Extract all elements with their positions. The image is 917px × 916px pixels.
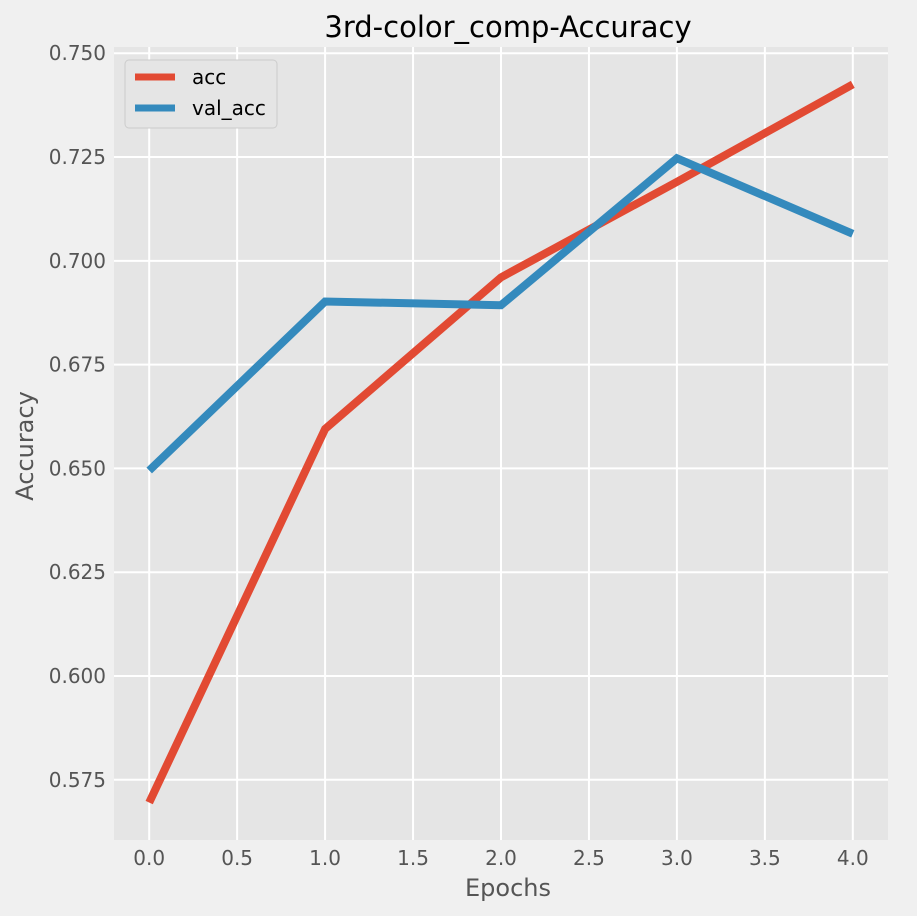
data-point-acc (149, 802, 150, 803)
tick-labels: 0.0 0.5 1.0 1.5 2.0 2.5 3.0 3.5 4.0 0.575 0.600 0.6… (49, 41, 869, 870)
grid-lines (114, 47, 888, 840)
x-tick-label: 2.5 (573, 846, 605, 870)
y-tick-label: 0.700 (49, 249, 106, 273)
y-tick-label: 0.725 (49, 145, 106, 169)
data-point-val-acc (501, 305, 502, 306)
legend-label-acc: acc (192, 65, 226, 89)
data-point-acc (325, 428, 326, 429)
y-tick-label: 0.575 (49, 768, 106, 792)
x-tick-label: 3.0 (661, 846, 693, 870)
x-tick-label: 3.5 (749, 846, 781, 870)
legend: acc val_acc (124, 59, 278, 129)
legend-label-val-acc: val_acc (192, 96, 266, 120)
chart-title: 3rd-color_comp-Accuracy (324, 10, 691, 44)
data-point-acc (852, 84, 853, 85)
y-tick-label: 0.675 (49, 353, 106, 377)
x-axis-label: Epochs (465, 874, 551, 902)
y-tick-label: 0.600 (49, 664, 106, 688)
y-axis-label: Accuracy (11, 391, 39, 501)
y-tick-label: 0.625 (49, 560, 106, 584)
x-tick-label: 2.0 (485, 846, 517, 870)
data-point-val-acc (852, 233, 853, 234)
series-line-acc (145, 80, 855, 805)
x-tick-label: 1.0 (309, 846, 341, 870)
data-point-acc (676, 181, 677, 182)
x-tick-label: 1.5 (397, 846, 429, 870)
series-lines (145, 80, 855, 805)
data-point-val-acc (149, 470, 150, 471)
x-tick-label: 0.0 (133, 846, 165, 870)
data-point-acc (501, 277, 502, 278)
data-point-val-acc (325, 301, 326, 302)
x-tick-label: 0.5 (221, 846, 253, 870)
series-line-val-acc (146, 153, 855, 474)
y-tick-label: 0.750 (49, 41, 106, 65)
x-tick-label: 4.0 (837, 846, 869, 870)
y-tick-label: 0.650 (49, 456, 106, 480)
data-point-val-acc (676, 158, 677, 159)
